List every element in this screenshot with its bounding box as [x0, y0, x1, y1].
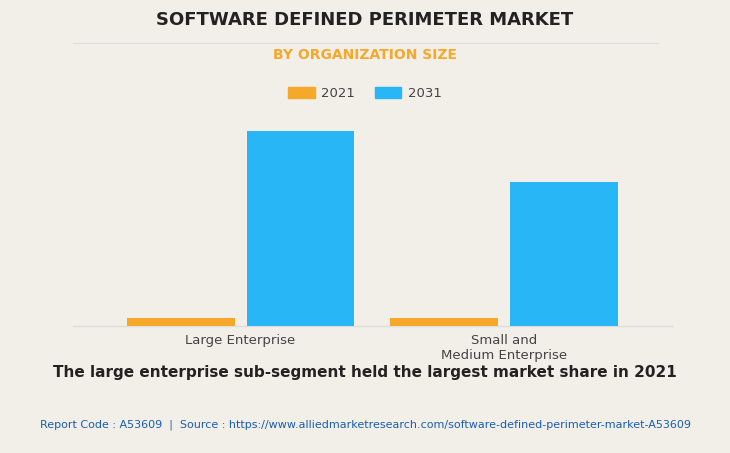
Bar	[391, 318, 498, 326]
Legend: 2021, 2031: 2021, 2031	[283, 82, 447, 105]
Bar	[510, 182, 618, 326]
Text: Report Code : A53609  |  Source : https://www.alliedmarketresearch.com/software-: Report Code : A53609 | Source : https://…	[39, 419, 691, 429]
Bar	[127, 318, 234, 326]
Text: SOFTWARE DEFINED PERIMETER MARKET: SOFTWARE DEFINED PERIMETER MARKET	[156, 11, 574, 29]
Text: BY ORGANIZATION SIZE: BY ORGANIZATION SIZE	[273, 48, 457, 62]
Text: The large enterprise sub-segment held the largest market share in 2021: The large enterprise sub-segment held th…	[53, 365, 677, 380]
Bar	[247, 130, 354, 326]
